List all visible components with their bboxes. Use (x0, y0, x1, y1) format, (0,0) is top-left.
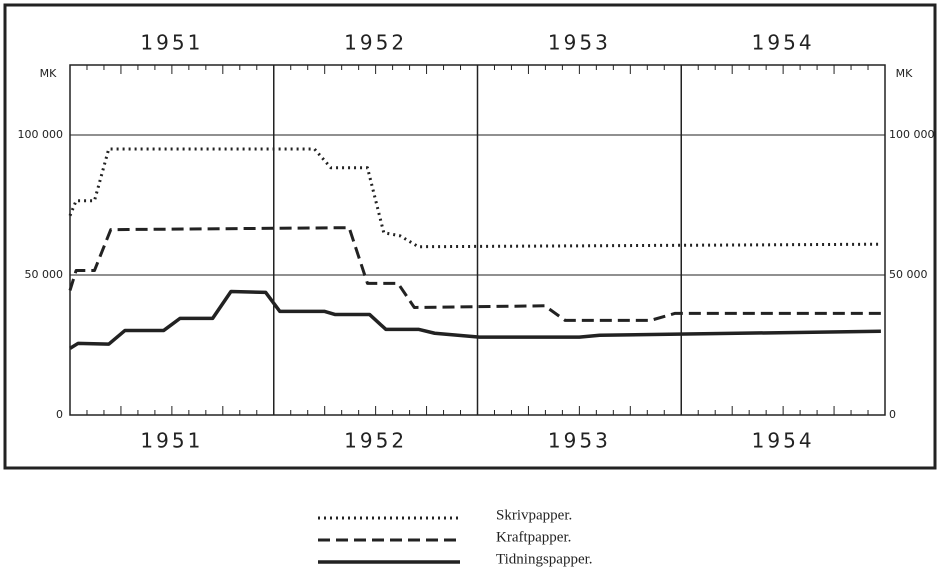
y-label: MK (40, 67, 57, 80)
series-line (68, 147, 881, 249)
x-tick-label-top: 1952 (344, 31, 407, 55)
frame (3, 3, 937, 470)
x-tick-label-top: 1954 (752, 31, 815, 55)
x-tick-label-top: 1953 (548, 31, 611, 55)
x-tick-label-top: 1951 (140, 31, 203, 55)
series-line (69, 289, 881, 350)
x-tick-label: 1951 (140, 429, 203, 453)
series-line (68, 226, 885, 322)
y-tick-label: 0 (56, 408, 63, 421)
legend-label: Skrivpapper. (496, 507, 572, 523)
y2-label: MK (896, 67, 913, 80)
x-tick-label: 1953 (548, 429, 611, 453)
legend-label: Tidningspapper. (496, 551, 593, 567)
y2-tick-label: 50 000 (889, 268, 928, 281)
y-tick-label: 50 000 (25, 268, 64, 281)
y-tick-label: 100 000 (18, 128, 64, 141)
legend-label: Kraftpapper. (496, 529, 571, 545)
y2-tick-label: 100 000 (889, 128, 935, 141)
x-tick-label: 1954 (752, 429, 815, 453)
y2-tick-label: 0 (889, 408, 896, 421)
x-tick-label: 1952 (344, 429, 407, 453)
